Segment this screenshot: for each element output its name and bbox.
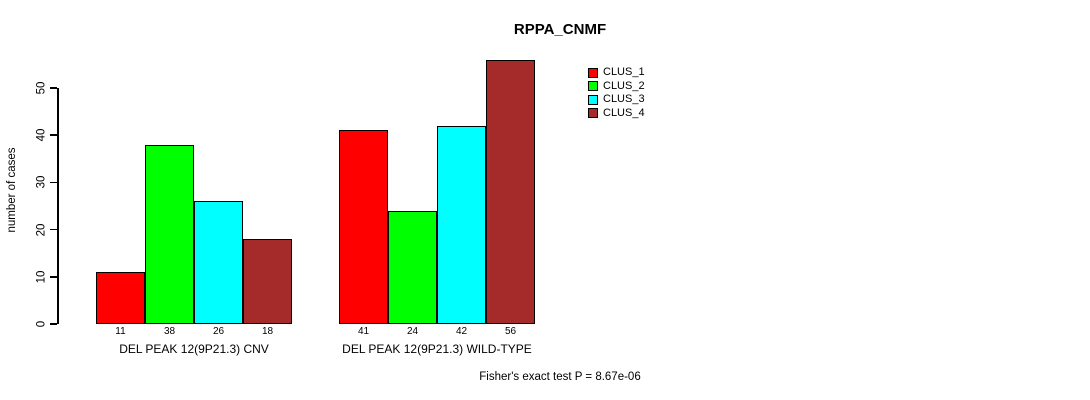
legend-label: CLUS_3 [603,93,645,106]
ytick-mark [50,181,57,184]
bar-clus-4-group-2 [486,59,535,324]
ytick-label: 40 [35,128,48,142]
stat-annotation: Fisher's exact test P = 8.67e-06 [479,371,641,383]
legend-label: CLUS_4 [603,106,645,119]
ytick-mark [50,134,57,136]
legend-item: CLUS_2 [588,80,645,94]
ytick-mark [50,228,57,231]
y-axis-label: number of cases [6,147,18,233]
bar-value-label: 56 [504,326,517,337]
ytick-mark [50,323,57,325]
bar-clus-4-group-1 [243,239,292,324]
bar-clus-1-group-1 [96,272,145,324]
legend-swatch-clus-4 [588,108,598,119]
ytick-label: 30 [35,175,48,189]
legend-item: CLUS_1 [588,66,645,80]
bar-value-label: 11 [115,326,126,337]
bar-value-label: 41 [357,326,370,337]
bar-value-label: 38 [163,326,176,337]
ytick-label: 0 [35,320,48,328]
legend-item: CLUS_3 [588,93,645,107]
ytick-label: 20 [35,223,48,236]
bar-value-label: 18 [261,326,274,337]
legend: CLUS_1 CLUS_2 CLUS_3 CLUS_4 [588,66,645,120]
y-axis-line [57,88,59,324]
chart-title: RPPA_CNMF [513,21,607,38]
bar-clus-2-group-2 [388,210,437,324]
ytick-label: 10 [35,270,48,284]
bar-value-label: 26 [212,326,225,337]
bar-value-label: 24 [406,326,419,337]
ytick-mark [50,276,57,278]
bar-clus-2-group-1 [145,144,194,324]
legend-swatch-clus-1 [588,67,598,78]
bar-clus-1-group-2 [339,130,388,324]
bar-clus-3-group-1 [194,201,243,324]
x-group-label: DEL PEAK 12(9P21.3) WILD-TYPE [342,342,532,356]
legend-item: CLUS_4 [588,107,645,121]
legend-label: CLUS_1 [603,66,645,79]
x-group-label: DEL PEAK 12(9P21.3) CNV [119,342,269,356]
bar-value-label: 42 [455,326,468,337]
legend-label: CLUS_2 [603,79,645,92]
ytick-mark [50,87,57,89]
legend-swatch-clus-3 [588,94,598,105]
ytick-label: 50 [35,81,48,95]
bar-clus-3-group-2 [437,125,486,324]
legend-swatch-clus-2 [588,81,598,92]
